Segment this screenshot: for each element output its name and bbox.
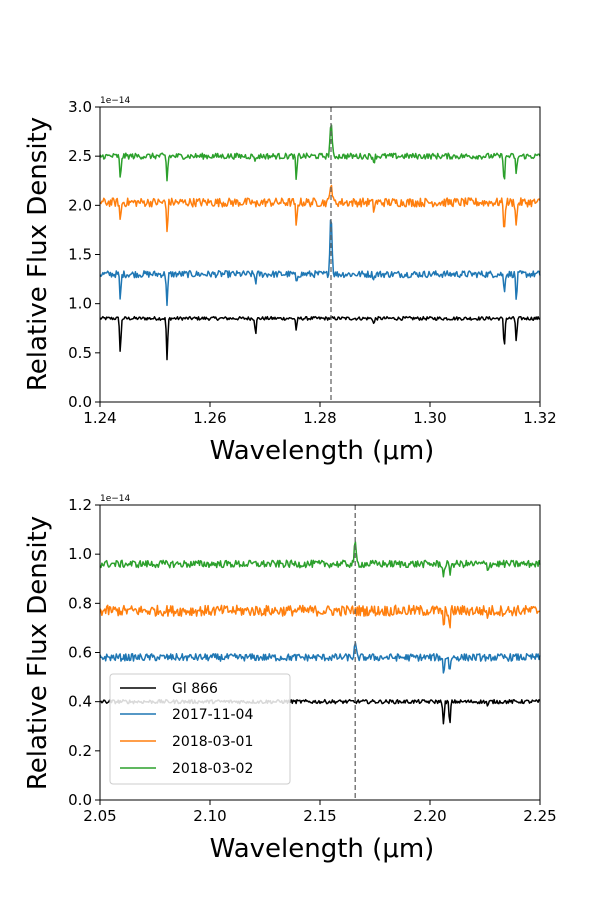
x-tick-label: 2.15 <box>303 807 336 825</box>
y-tick-label: 0.5 <box>68 344 92 362</box>
legend-label: 2018-03-01 <box>172 734 253 750</box>
series-2017-11-04 <box>99 641 541 674</box>
x-tick-label: 1.26 <box>193 409 226 427</box>
k-band-x-axis-label: Wavelength (μm) <box>210 834 435 864</box>
series-2018-03-01 <box>99 604 541 629</box>
legend-label: 2017-11-04 <box>172 707 253 723</box>
y-tick-label: 1.0 <box>68 545 92 563</box>
j-band-series <box>99 124 541 361</box>
y-tick-label: 0.8 <box>68 594 92 612</box>
series-2018-03-01 <box>99 184 541 233</box>
j-band-axes-frame <box>99 106 541 403</box>
x-tick-label: 1.24 <box>83 409 116 427</box>
legend-entry: Gl 866 <box>120 681 218 697</box>
legend-entry: 2017-11-04 <box>120 707 253 723</box>
x-tick-label: 2.25 <box>523 807 556 825</box>
x-tick-label: 2.20 <box>413 807 446 825</box>
y-tick-label: 2.5 <box>68 147 92 165</box>
k-band-y-multiplier: 1e−14 <box>100 494 131 504</box>
series-2018-03-02 <box>99 541 541 578</box>
y-tick-label: 2.0 <box>68 196 92 214</box>
x-tick-label: 1.32 <box>523 409 556 427</box>
x-tick-label: 2.10 <box>193 807 226 825</box>
y-tick-label: 0.2 <box>68 742 92 760</box>
legend-box <box>109 673 291 785</box>
legend-label: Gl 866 <box>172 681 218 697</box>
series-2017-11-04 <box>99 219 541 307</box>
x-tick-label: 1.30 <box>413 409 446 427</box>
k-band-panel: 2.05 2.10 2.15 2.20 2.25 0.0 0.2 0.4 0.6 0.8 1.0 1… <box>23 494 557 864</box>
series-gl-866 <box>99 315 541 361</box>
y-tick-label: 0.0 <box>68 791 92 809</box>
y-tick-label: 0.0 <box>68 393 92 411</box>
x-tick-label: 2.05 <box>83 807 116 825</box>
y-tick-label: 0.4 <box>68 693 92 711</box>
y-tick-label: 0.6 <box>68 644 92 662</box>
y-tick-label: 1.0 <box>68 295 92 313</box>
k-band-x-ticks: 2.05 2.10 2.15 2.20 2.25 <box>83 800 557 825</box>
y-tick-label: 1.5 <box>68 246 92 264</box>
legend-entry: 2018-03-01 <box>120 734 253 750</box>
legend: Gl 866 2017-11-04 2018-03-01 2018-03-02 <box>109 673 291 785</box>
j-band-x-axis-label: Wavelength (μm) <box>210 436 435 466</box>
j-band-y-multiplier: 1e−14 <box>100 96 131 106</box>
y-tick-label: 3.0 <box>68 98 92 116</box>
j-band-y-ticks: 0.0 0.5 1.0 1.5 2.0 2.5 3.0 <box>68 98 100 411</box>
legend-label: 2018-03-02 <box>172 761 253 777</box>
j-band-y-axis-label: Relative Flux Density <box>23 117 53 391</box>
j-band-x-ticks: 1.24 1.26 1.28 1.30 1.32 <box>83 402 557 427</box>
x-tick-label: 1.28 <box>303 409 336 427</box>
j-band-panel: 1.24 1.26 1.28 1.30 1.32 0.0 0.5 1.0 1.5 2.0 2.5 3… <box>23 96 557 466</box>
y-tick-label: 1.2 <box>68 496 92 514</box>
k-band-y-axis-label: Relative Flux Density <box>23 516 53 790</box>
k-band-y-ticks: 0.0 0.2 0.4 0.6 0.8 1.0 1.2 <box>68 496 100 809</box>
legend-entry: 2018-03-02 <box>120 761 253 777</box>
series-2018-03-02 <box>99 124 541 182</box>
